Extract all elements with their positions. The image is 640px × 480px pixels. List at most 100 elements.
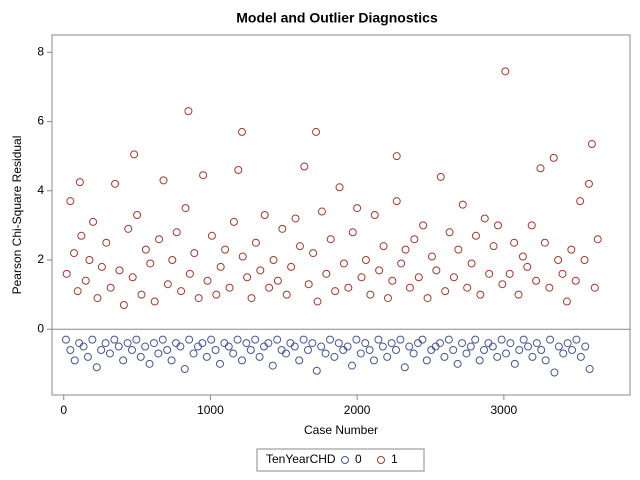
point bbox=[545, 283, 554, 292]
point bbox=[361, 256, 370, 264]
point bbox=[184, 107, 193, 116]
point bbox=[505, 269, 514, 278]
point bbox=[449, 273, 458, 282]
legend-label: 0 bbox=[355, 452, 362, 466]
point bbox=[537, 346, 546, 354]
point bbox=[268, 361, 277, 370]
point bbox=[105, 349, 114, 358]
point bbox=[374, 335, 383, 344]
point bbox=[515, 346, 524, 354]
point bbox=[344, 283, 353, 292]
point bbox=[265, 283, 274, 292]
point bbox=[480, 214, 489, 223]
point bbox=[75, 178, 84, 187]
point bbox=[234, 166, 243, 174]
point bbox=[211, 346, 220, 354]
point bbox=[273, 276, 282, 285]
point bbox=[255, 352, 264, 361]
point bbox=[501, 67, 510, 76]
point bbox=[207, 335, 216, 344]
point bbox=[300, 162, 309, 171]
point bbox=[216, 262, 225, 271]
point bbox=[510, 359, 519, 368]
point bbox=[325, 335, 334, 344]
point bbox=[532, 339, 541, 348]
point bbox=[273, 335, 282, 344]
point bbox=[88, 335, 97, 344]
point bbox=[150, 297, 159, 306]
point bbox=[453, 359, 462, 368]
point bbox=[519, 335, 528, 344]
point bbox=[493, 352, 502, 361]
point bbox=[475, 356, 484, 365]
y-tick-label: 6 bbox=[37, 114, 44, 128]
point bbox=[449, 346, 458, 354]
point bbox=[260, 211, 269, 219]
point bbox=[409, 349, 418, 358]
point bbox=[480, 346, 489, 354]
point bbox=[379, 242, 388, 251]
point bbox=[212, 290, 221, 299]
point bbox=[215, 359, 224, 368]
point bbox=[238, 252, 247, 261]
point bbox=[581, 342, 590, 351]
legend-marker bbox=[341, 456, 349, 464]
point bbox=[418, 335, 427, 344]
point bbox=[423, 294, 432, 303]
point bbox=[189, 349, 198, 358]
point bbox=[550, 368, 559, 377]
point bbox=[392, 152, 401, 161]
point bbox=[202, 352, 211, 361]
point bbox=[194, 294, 203, 303]
point bbox=[127, 346, 136, 354]
point bbox=[498, 280, 507, 289]
point bbox=[488, 342, 497, 351]
point bbox=[207, 231, 216, 240]
point bbox=[123, 339, 132, 348]
point bbox=[180, 365, 189, 374]
point bbox=[133, 211, 142, 219]
point bbox=[111, 179, 120, 188]
point bbox=[97, 346, 106, 354]
point bbox=[321, 349, 330, 358]
point bbox=[115, 266, 124, 275]
point bbox=[353, 204, 362, 213]
point bbox=[518, 252, 527, 261]
point bbox=[158, 335, 167, 344]
point bbox=[370, 211, 379, 219]
point bbox=[141, 342, 150, 351]
point bbox=[445, 228, 454, 237]
point bbox=[199, 171, 208, 180]
point bbox=[317, 207, 326, 216]
point bbox=[458, 339, 467, 348]
point bbox=[532, 276, 541, 285]
chart-title: Model and Outlier Diagnostics bbox=[236, 10, 438, 26]
point bbox=[224, 342, 233, 351]
point bbox=[432, 266, 441, 275]
point bbox=[440, 352, 449, 361]
point bbox=[303, 346, 312, 354]
point bbox=[397, 259, 406, 268]
point bbox=[590, 283, 599, 292]
point bbox=[414, 273, 423, 282]
point bbox=[326, 235, 335, 244]
point bbox=[287, 262, 296, 271]
point bbox=[154, 349, 163, 358]
point bbox=[463, 283, 472, 292]
point bbox=[110, 335, 119, 344]
point bbox=[352, 335, 361, 344]
point bbox=[422, 356, 431, 365]
point bbox=[510, 238, 519, 247]
point bbox=[124, 224, 133, 233]
point bbox=[405, 342, 414, 351]
point bbox=[312, 127, 321, 136]
point bbox=[233, 335, 242, 344]
point bbox=[563, 339, 572, 348]
point bbox=[128, 273, 137, 282]
y-tick-label: 2 bbox=[37, 252, 44, 266]
point bbox=[102, 238, 111, 247]
point bbox=[168, 256, 177, 264]
point bbox=[330, 352, 339, 361]
point bbox=[392, 346, 401, 354]
